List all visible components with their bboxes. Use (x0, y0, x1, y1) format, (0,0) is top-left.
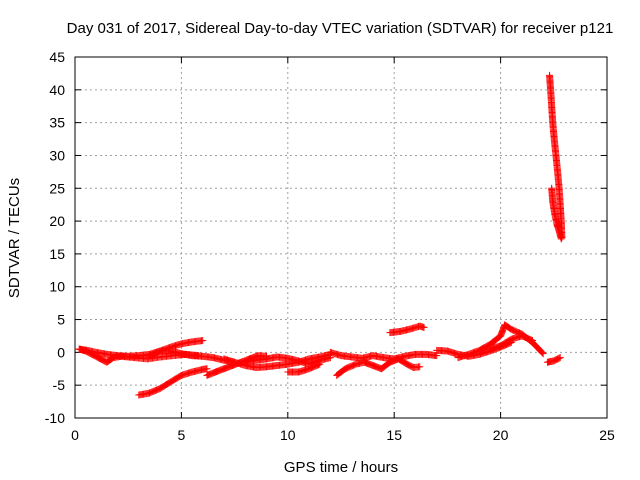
data-point (556, 354, 564, 362)
data-point (107, 355, 115, 363)
data-point (316, 360, 324, 368)
y-tick-label: 15 (49, 246, 65, 262)
chart-title: Day 031 of 2017, Sidereal Day-to-day VTE… (67, 20, 614, 37)
plot-frame (74, 56, 608, 419)
y-tick-label: 35 (49, 115, 65, 131)
series-trace-q (548, 184, 565, 243)
x-tick-label: 0 (71, 427, 79, 443)
x-tick-label: 10 (280, 427, 296, 443)
series-trace-j (333, 355, 424, 379)
y-tick-label: 40 (49, 82, 65, 98)
x-tick-label: 15 (386, 427, 402, 443)
x-axis-label: GPS time / hours (284, 459, 398, 476)
y-tick-label: 10 (49, 279, 65, 295)
y-tick-label: -5 (53, 377, 66, 393)
data-point (527, 336, 535, 344)
data-point (203, 365, 211, 373)
data-point (538, 349, 546, 357)
y-tick-label: 30 (49, 147, 65, 163)
series-trace-m (454, 321, 547, 362)
y-tick-label: 0 (57, 344, 65, 360)
data-point (416, 363, 424, 371)
series-trace-p (546, 71, 566, 241)
y-tick-label: 20 (49, 213, 65, 229)
series-trace-g (241, 353, 334, 368)
data-point (505, 324, 513, 332)
series-trace-c (135, 365, 211, 399)
data-point (315, 361, 323, 369)
x-tick-label: 25 (599, 427, 615, 443)
axis-ticks: 0 5 10 15 20 25 -10 -5 0 5 10 15 20 25 30 35 40 45 (45, 49, 615, 443)
series-trace-o (543, 354, 564, 366)
data-points (75, 71, 566, 399)
x-tick-label: 20 (493, 427, 509, 443)
x-tick-label: 5 (178, 427, 186, 443)
grid (75, 57, 607, 418)
data-point (199, 337, 207, 345)
y-tick-label: 45 (49, 49, 65, 65)
y-tick-label: -10 (45, 410, 65, 426)
series-trace-i (326, 348, 441, 363)
data-point (555, 354, 563, 362)
data-point (539, 350, 547, 358)
data-point (420, 323, 428, 331)
y-tick-label: 25 (49, 180, 65, 196)
y-tick-label: 5 (57, 312, 65, 328)
series-trace-h (284, 360, 324, 376)
y-axis-label: SDTVAR / TECUs (6, 178, 23, 298)
data-point (557, 235, 565, 243)
data-point (529, 337, 537, 345)
series-trace-n (486, 332, 537, 353)
series-trace-l (386, 322, 428, 337)
